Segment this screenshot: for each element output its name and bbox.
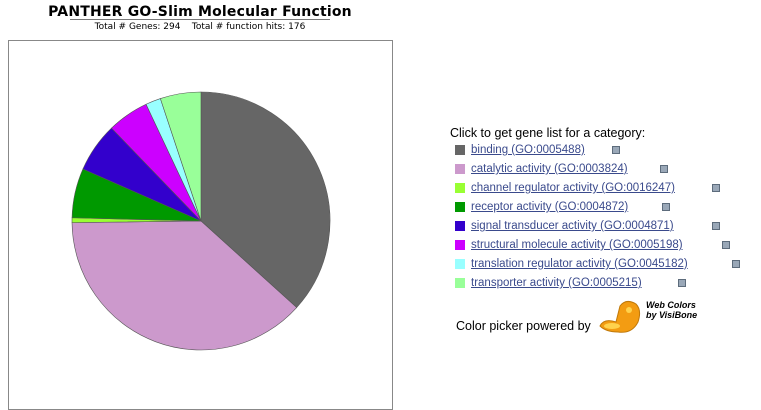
legend-item: structural molecule activity (GO:0005198… xyxy=(450,238,750,257)
visibone-logo-icon[interactable] xyxy=(598,300,698,336)
pie-slice[interactable] xyxy=(71,220,298,351)
legend-swatch xyxy=(455,145,465,155)
popup-window-icon[interactable] xyxy=(712,184,720,192)
legend-item: transporter activity (GO:0005215) xyxy=(450,276,750,295)
legend-swatch xyxy=(455,240,465,250)
legend-link[interactable]: channel regulator activity (GO:0016247) xyxy=(471,182,675,194)
legend-item: signal transducer activity (GO:0004871) xyxy=(450,219,750,238)
legend-item: catalytic activity (GO:0003824) xyxy=(450,162,750,181)
legend-swatch xyxy=(455,202,465,212)
popup-window-icon[interactable] xyxy=(612,146,620,154)
chart-title: PANTHER GO-Slim Molecular Function xyxy=(48,4,352,20)
legend-link[interactable]: signal transducer activity (GO:0004871) xyxy=(471,220,674,232)
color-picker-text: Color picker powered by xyxy=(456,319,591,333)
legend-item: channel regulator activity (GO:0016247) xyxy=(450,181,750,200)
visibone-logo-text[interactable]: Web Colors by VisiBone xyxy=(646,300,698,320)
legend-swatch xyxy=(455,164,465,174)
legend-swatch xyxy=(455,259,465,269)
legend-link[interactable]: transporter activity (GO:0005215) xyxy=(471,277,642,289)
legend-swatch xyxy=(455,221,465,231)
legend-swatch xyxy=(455,278,465,288)
legend-link[interactable]: catalytic activity (GO:0003824) xyxy=(471,163,628,175)
legend: Click to get gene list for a category: b… xyxy=(450,126,750,295)
legend-link[interactable]: binding (GO:0005488) xyxy=(471,144,585,156)
color-picker-credit: Color picker powered by Web Colors by Vi… xyxy=(456,300,756,340)
popup-window-icon[interactable] xyxy=(732,260,740,268)
pie-slice[interactable] xyxy=(200,91,331,308)
pie-chart xyxy=(71,91,331,351)
legend-link[interactable]: translation regulator activity (GO:00451… xyxy=(471,258,688,270)
title-underline xyxy=(70,19,330,20)
popup-window-icon[interactable] xyxy=(662,203,670,211)
popup-window-icon[interactable] xyxy=(712,222,720,230)
legend-item: receptor activity (GO:0004872) xyxy=(450,200,750,219)
legend-item: translation regulator activity (GO:00451… xyxy=(450,257,750,276)
popup-window-icon[interactable] xyxy=(660,165,668,173)
popup-window-icon[interactable] xyxy=(678,279,686,287)
legend-link[interactable]: structural molecule activity (GO:0005198… xyxy=(471,239,683,251)
legend-list: binding (GO:0005488) catalytic activity (… xyxy=(450,143,750,295)
legend-title: Click to get gene list for a category: xyxy=(450,126,646,140)
popup-window-icon[interactable] xyxy=(722,241,730,249)
legend-link[interactable]: receptor activity (GO:0004872) xyxy=(471,201,629,213)
chart-subtitle: Total # Genes: 294 Total # function hits… xyxy=(94,22,306,32)
chart-frame xyxy=(8,40,393,410)
pie-slice[interactable] xyxy=(159,91,202,222)
legend-item: binding (GO:0005488) xyxy=(450,143,750,162)
legend-swatch xyxy=(455,183,465,193)
